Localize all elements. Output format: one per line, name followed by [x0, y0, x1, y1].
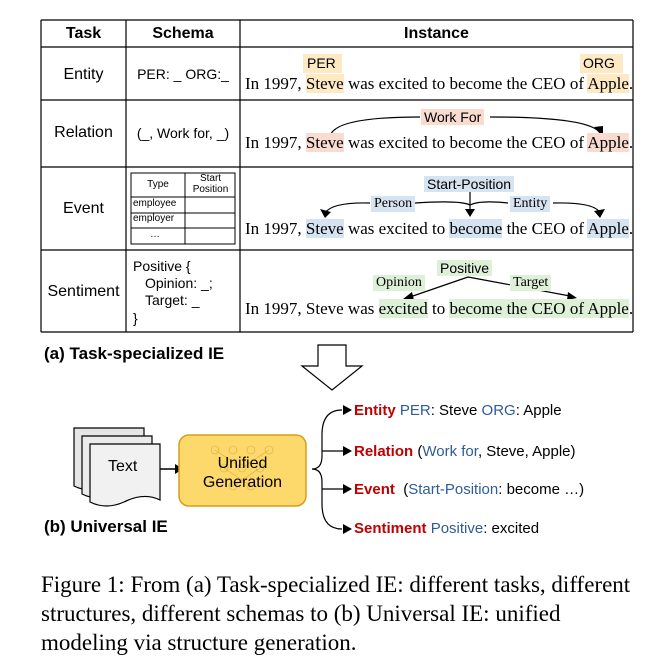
- sentiment-sentence: In 1997, Steve was excited to become the…: [245, 299, 634, 318]
- relation-sentence: In 1997, Steve was excited to become the…: [245, 133, 634, 152]
- output-relation: Relation (Work for, Steve, Apple): [354, 443, 576, 460]
- task-relation: Relation: [54, 124, 113, 141]
- schema-sentiment-line1: Positive {: [133, 258, 191, 274]
- document-label: Text: [108, 458, 138, 475]
- tag-org: ORG: [580, 54, 623, 73]
- event-become: become: [449, 219, 503, 238]
- mini-row-ellipsis: …: [150, 229, 160, 240]
- tag-start-position: Start-Position: [424, 176, 515, 192]
- entity-arc: [469, 201, 509, 206]
- output-entity: Entity PER: Steve ORG: Apple: [354, 402, 562, 419]
- task-event: Event: [63, 200, 104, 217]
- header-schema: Schema: [152, 25, 214, 42]
- output-event: Event (Start-Position: become …): [354, 481, 585, 498]
- output-brace: [311, 409, 343, 530]
- mini-row-employee: employee: [133, 198, 177, 209]
- schema-sentiment-line4: }: [133, 310, 138, 326]
- tag-opinion: Opinion: [373, 275, 425, 291]
- task-sentiment: Sentiment: [47, 283, 120, 300]
- output-sentiment: Sentiment Positive: excited: [354, 520, 540, 537]
- mini-header-start-position: Start Position: [192, 173, 229, 195]
- down-arrow-icon: [300, 344, 364, 391]
- sentiment-excited: excited: [378, 299, 428, 318]
- schema-sentiment-line2: Opinion: _;: [145, 275, 213, 291]
- work-for-arc: [329, 116, 421, 137]
- tag-entity: Entity: [510, 196, 551, 212]
- unified-generation-box: [178, 434, 307, 507]
- person-arc: [414, 201, 471, 206]
- figure-caption: Figure 1: From (a) Task-specialized IE: …: [41, 572, 631, 655]
- relation-steve: Steve: [305, 133, 344, 152]
- generation-label-2: Generation: [202, 474, 283, 491]
- entity-sentence: In 1997, Steve was excited to become the…: [245, 74, 634, 93]
- event-schema-table: [130, 172, 236, 245]
- document-stack-icon: [73, 427, 161, 507]
- header-task: Task: [65, 25, 102, 42]
- event-steve: Steve: [305, 219, 344, 238]
- header-instance: Instance: [404, 25, 469, 42]
- tag-target: Target: [510, 275, 552, 291]
- table-grid: [40, 19, 634, 333]
- tag-per: PER: [303, 54, 342, 73]
- universal-ie-diagram: [73, 344, 364, 534]
- schema-relation: (_, Work for, _): [136, 125, 230, 141]
- schema-sentiment-line3: Target: _: [145, 292, 200, 308]
- tag-positive: Positive: [437, 260, 493, 276]
- mini-row-employer: employer: [133, 213, 175, 224]
- task-entity: Entity: [63, 66, 104, 83]
- entity-steve: Steve: [305, 74, 344, 93]
- part-b-label: (b) Universal IE: [44, 517, 168, 536]
- tag-work-for: Work For: [421, 109, 485, 125]
- relation-apple: Apple: [587, 133, 629, 152]
- tag-person: Person: [371, 196, 416, 212]
- entity-apple: Apple: [587, 74, 629, 93]
- event-apple: Apple: [587, 219, 629, 238]
- mini-header-type: Type: [147, 179, 169, 190]
- sentiment-target: become the CEO of Apple: [449, 299, 629, 318]
- event-sentence: In 1997, Steve was excited to become the…: [245, 219, 634, 238]
- schema-entity: PER: _ ORG:_: [137, 66, 229, 82]
- part-a-label: (a) Task-specialized IE: [44, 344, 225, 363]
- generation-label-1: Unified: [217, 455, 268, 472]
